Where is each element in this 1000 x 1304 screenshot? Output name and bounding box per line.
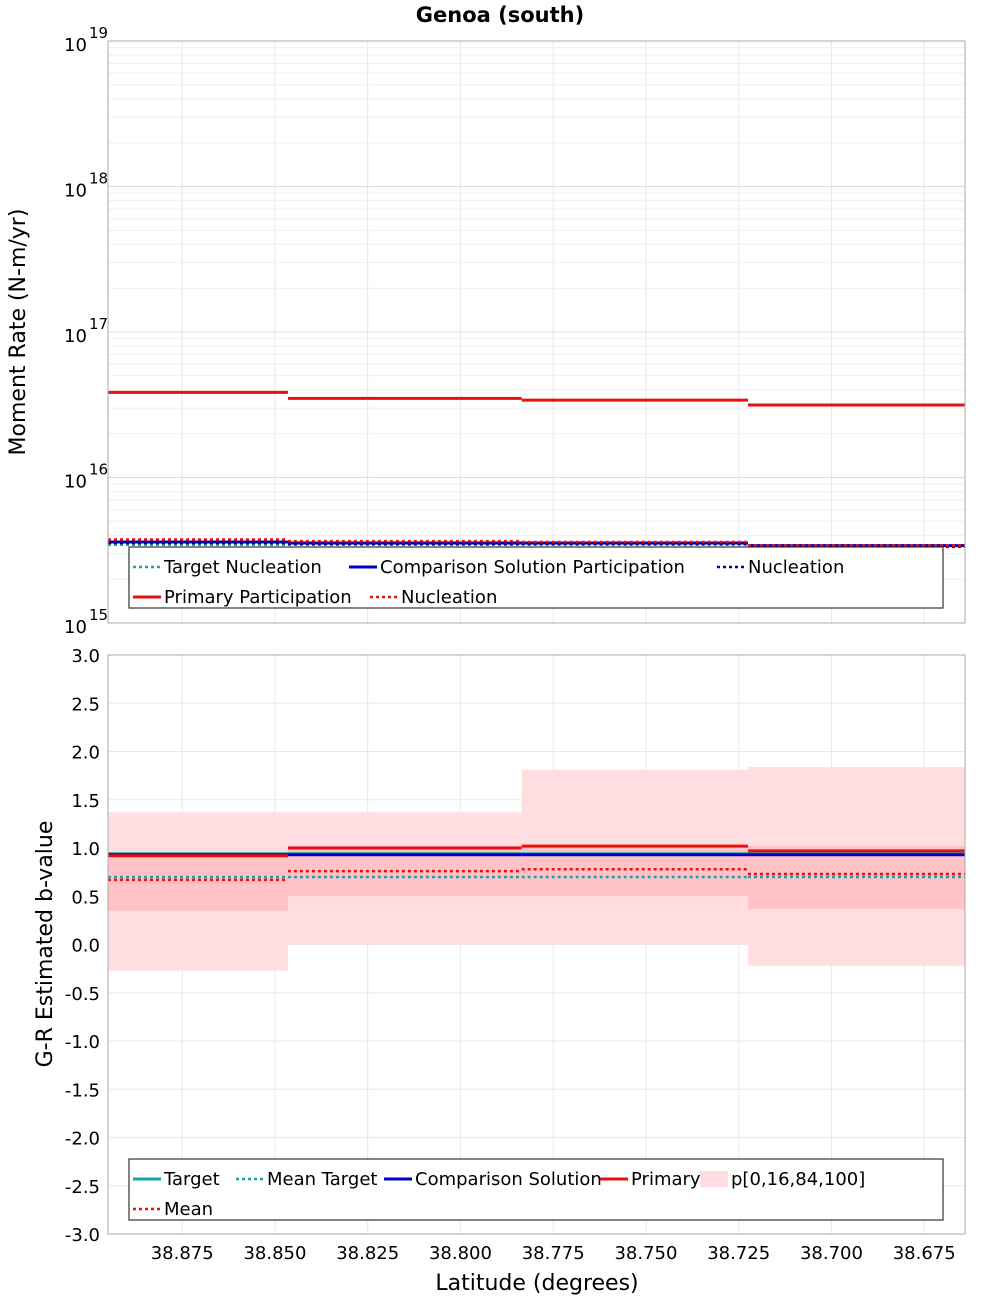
bottom-y-tick-label: 3.0 bbox=[71, 646, 100, 667]
x-tick-label: 38.800 bbox=[429, 1243, 492, 1264]
bottom-y-tick-label: -0.5 bbox=[65, 984, 100, 1005]
bottom-y-tick-label: 1.0 bbox=[71, 839, 100, 860]
legend-swatch bbox=[700, 1171, 728, 1187]
bottom-plot-frame bbox=[107, 654, 966, 1235]
top-y-tick-exponent: 17 bbox=[89, 315, 108, 333]
top-legend: Target Nucleation Comparison Solution Par… bbox=[128, 546, 944, 609]
x-tick-label: 38.775 bbox=[522, 1243, 585, 1264]
bottom-y-tick-label: -2.5 bbox=[65, 1177, 100, 1198]
x-tick-label: 38.700 bbox=[800, 1243, 863, 1264]
legend-label: Primary Participation bbox=[164, 587, 352, 608]
percentile-band-inner bbox=[108, 855, 288, 911]
top-y-axis-label: Moment Rate (N-m/yr) bbox=[6, 209, 31, 456]
bottom-y-tick-label: -3.0 bbox=[65, 1225, 100, 1246]
top-y-tick-exponent: 15 bbox=[89, 606, 108, 624]
legend-box bbox=[128, 546, 944, 609]
top-y-tick-label: 10 bbox=[64, 181, 87, 202]
x-axis-label: Latitude (degrees) bbox=[435, 1271, 638, 1296]
bottom-y-tick-label: 2.0 bbox=[71, 743, 100, 764]
x-tick-label: 38.675 bbox=[893, 1243, 956, 1264]
x-tick-label: 38.850 bbox=[243, 1243, 306, 1264]
legend-box bbox=[128, 1158, 944, 1221]
legend-label: Primary bbox=[631, 1169, 701, 1190]
bottom-y-tick-label: -1.5 bbox=[65, 1080, 100, 1101]
legend-label: p[0,16,84,100] bbox=[731, 1169, 865, 1190]
x-tick-label: 38.875 bbox=[151, 1243, 214, 1264]
legend-label: Nucleation bbox=[748, 557, 844, 578]
bottom-y-tick-label: -2.0 bbox=[65, 1129, 100, 1150]
bottom-y-tick-label: 1.5 bbox=[71, 791, 100, 812]
legend-label: Comparison Solution Participation bbox=[380, 557, 685, 578]
top-y-tick-label: 10 bbox=[64, 326, 87, 347]
top-y-tick-exponent: 18 bbox=[89, 170, 108, 188]
bottom-y-tick-label: 0.0 bbox=[71, 936, 100, 957]
bottom-y-tick-label: -1.0 bbox=[65, 1032, 100, 1053]
x-axis-ticks: 38.875 38.850 38.825 38.800 38.775 38.750 38.7… bbox=[151, 1243, 956, 1264]
bottom-y-axis-label: G-R Estimated b-value bbox=[33, 821, 58, 1068]
top-plot-grid bbox=[108, 41, 965, 624]
bottom-y-axis-ticks: -3.0 -2.5 -2.0 -1.5 -1.0 -0.5 0.0 0.5 1.0 1.5 2.0 2… bbox=[65, 646, 100, 1246]
bottom-y-tick-label: 2.5 bbox=[71, 694, 100, 715]
legend-label: Mean bbox=[164, 1199, 213, 1220]
top-y-tick-exponent: 19 bbox=[89, 24, 108, 42]
legend-label: Target bbox=[163, 1169, 220, 1190]
top-plot-frame bbox=[107, 40, 966, 624]
bottom-y-tick-label: 0.5 bbox=[71, 887, 100, 908]
legend-label: Comparison Solution bbox=[415, 1169, 602, 1190]
chart-title: Genoa (south) bbox=[416, 3, 584, 27]
top-plot-series bbox=[108, 390, 965, 548]
top-y-tick-exponent: 16 bbox=[89, 461, 108, 479]
legend-label: Nucleation bbox=[401, 587, 497, 608]
top-y-tick-label: 10 bbox=[64, 472, 87, 493]
legend-label: Mean Target bbox=[267, 1169, 377, 1190]
x-tick-label: 38.825 bbox=[336, 1243, 399, 1264]
top-y-tick-label: 10 bbox=[64, 617, 87, 638]
top-y-tick-label: 10 bbox=[64, 35, 87, 56]
x-tick-label: 38.750 bbox=[614, 1243, 677, 1264]
legend-label: Target Nucleation bbox=[163, 557, 322, 578]
bottom-plot-series bbox=[108, 844, 965, 882]
x-tick-label: 38.725 bbox=[707, 1243, 770, 1264]
bottom-legend: Target Mean Target Comparison Solution Prim… bbox=[128, 1158, 944, 1221]
